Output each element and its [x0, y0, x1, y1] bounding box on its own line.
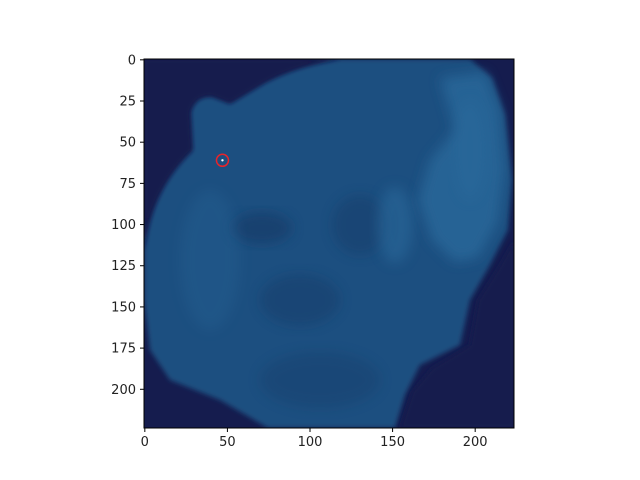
- y-tick-label: 200: [111, 383, 136, 398]
- y-tick-label: 25: [119, 95, 136, 110]
- specimen-dark-patch: [232, 212, 292, 244]
- axes-frame: [143, 58, 515, 429]
- specimen-body: [144, 59, 512, 428]
- x-tick-label: 200: [463, 435, 488, 450]
- specimen-dark-patch: [260, 352, 380, 408]
- specimen-dark-patch: [332, 195, 388, 255]
- y-tick-label: 0: [128, 53, 136, 68]
- marker-center-dot: [221, 159, 224, 162]
- background-region: [144, 59, 340, 250]
- marker-circle: [215, 153, 230, 168]
- image-area: [144, 59, 514, 428]
- specimen-highlight: [454, 100, 486, 200]
- y-tick-label: 125: [111, 259, 136, 274]
- y-tick-label: 100: [111, 218, 136, 233]
- background-region: [400, 240, 514, 428]
- x-axis: 0 50 100 150 200: [141, 428, 488, 450]
- y-tick-label: 175: [111, 342, 136, 357]
- y-tick-label: 150: [111, 300, 136, 315]
- y-axis: 0 25 50 75 100 125 150 175 200: [111, 53, 144, 398]
- marker-group: [215, 153, 230, 168]
- x-tick-label: 100: [298, 435, 323, 450]
- x-tick-label: 50: [219, 435, 236, 450]
- specimen-dark-patch: [260, 274, 340, 326]
- specimen-highlight: [377, 187, 413, 263]
- specimen-highlight: [180, 190, 240, 330]
- x-tick-label: 150: [380, 435, 405, 450]
- y-tick-label: 50: [119, 136, 136, 151]
- y-tick-label: 75: [119, 177, 136, 192]
- x-tick-label: 0: [141, 435, 149, 450]
